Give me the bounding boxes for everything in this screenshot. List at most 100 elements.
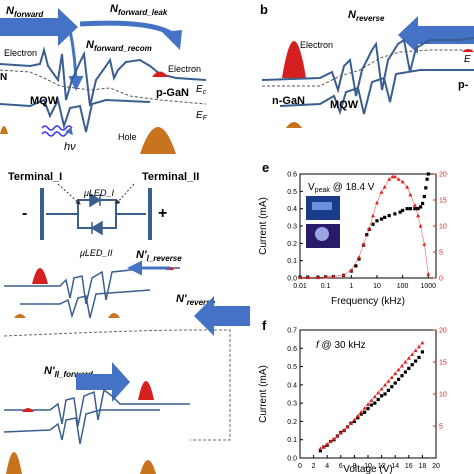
data-point-triangle	[332, 436, 336, 441]
data-point-square	[376, 397, 380, 402]
data-point-triangle	[406, 356, 411, 360]
y2-tick-label: 0	[439, 276, 443, 283]
data-point-triangle	[412, 203, 417, 207]
panel-a: Nforward Nforward_leak Nforward_recom El…	[0, 3, 208, 154]
data-point-square	[356, 416, 360, 420]
data-point-triangle	[335, 434, 340, 438]
data-point-triangle	[383, 383, 387, 387]
terminal-1-label: Terminal_I	[8, 171, 62, 183]
x-tick-label: 100	[397, 283, 409, 290]
y-tick-label: 0.4	[287, 206, 297, 213]
conduction-band-b	[261, 37, 474, 97]
data-point-triangle	[405, 185, 410, 189]
n-reverse-label: Nreverse	[348, 9, 385, 23]
y-tick-label: 0.1	[287, 258, 297, 265]
electron-peak-b	[282, 41, 306, 78]
led-2-label: μLED_II	[79, 248, 113, 258]
data-point-triangle	[349, 421, 353, 426]
data-point-square	[407, 366, 411, 370]
p-gan-label: p-GaN	[156, 87, 189, 99]
x-tick-label: 20	[432, 463, 440, 470]
n-forward-leak-label: Nforward_leak	[110, 3, 168, 17]
data-point-square	[418, 205, 423, 209]
y-tick-label: 0.7	[287, 328, 297, 335]
series-line	[300, 176, 429, 278]
data-point-triangle	[323, 274, 328, 279]
data-point-triangle	[369, 398, 374, 402]
data-point-square	[405, 207, 409, 211]
panel-e-letter: e	[262, 160, 269, 175]
ef-label: EF	[196, 110, 208, 122]
n-i-reverse-label: N'I_reverse	[136, 249, 182, 263]
data-point-square	[390, 385, 394, 389]
data-point-triangle	[416, 213, 421, 218]
data-point-square	[426, 172, 430, 176]
panel-e: e 0.01 0.1 1 10 100 10000.00.10.20.30.40.50.6…	[258, 160, 447, 307]
data-point-square	[393, 212, 397, 216]
data-point-square	[397, 377, 401, 381]
x-tick-label: 0.01	[293, 283, 307, 290]
valence-band-a	[0, 97, 151, 133]
chart-f-xlabel: Voltage (V)	[343, 464, 392, 474]
panel-d: N'I_reverse N'reverse N'II_forward	[3, 249, 250, 474]
data-point-square	[375, 219, 379, 223]
data-point-square	[403, 370, 407, 374]
n-forward-recom-label: Nforward_recom	[86, 39, 152, 53]
series-line	[320, 342, 423, 449]
data-point-triangle	[352, 417, 357, 422]
data-point-square	[387, 214, 391, 218]
valence-band-b	[279, 69, 474, 116]
data-point-triangle	[341, 272, 346, 277]
x-tick-label: 10	[373, 283, 381, 290]
hole-left-fragment	[0, 126, 8, 134]
reverse-arrow	[398, 16, 474, 54]
data-point-triangle	[379, 190, 384, 194]
data-point-square	[354, 264, 358, 268]
data-point-square	[408, 207, 412, 211]
data-point-triangle	[400, 179, 405, 184]
chart-f-annotation: f @ 30 kHz	[316, 340, 366, 351]
n-gan-fragment: N	[0, 72, 7, 83]
data-point-square	[424, 186, 428, 190]
y-tick-label: 0.4	[287, 382, 297, 389]
data-point-square	[420, 350, 424, 354]
data-point-square	[425, 177, 429, 181]
data-point-triangle	[345, 424, 350, 429]
panel-f: f 0 2 4 6 8 10 12 14 16 18 20 0.0 0.1 0.2 0.3 0.4 0.5 0.6…	[258, 318, 447, 474]
x-tick-label: 1	[349, 283, 353, 290]
data-point-square	[357, 257, 361, 261]
reverse-prime-arrow	[194, 296, 250, 336]
data-point-square	[379, 217, 384, 221]
electron-left-label: Electron	[4, 48, 37, 58]
inset-photo-1-glow	[312, 202, 332, 210]
p-gan-fragment-b: p-	[458, 79, 469, 91]
data-point-square	[386, 388, 390, 392]
data-point-triangle	[420, 340, 425, 345]
data-point-triangle	[376, 390, 381, 395]
data-point-triangle	[349, 268, 354, 272]
data-point-triangle	[418, 224, 423, 228]
data-point-triangle	[359, 409, 364, 414]
data-point-triangle	[331, 274, 336, 279]
data-point-triangle	[361, 242, 366, 246]
x-tick-label: 0.1	[321, 283, 331, 290]
hole-peak-b	[286, 122, 302, 128]
x-tick-label: 12	[378, 463, 386, 470]
y-tick-label: 0.3	[287, 224, 297, 231]
forward-leak-arrow	[79, 20, 174, 37]
ec-label: Ec	[196, 84, 207, 96]
chart-e-xlabel: Frequency (kHz)	[331, 296, 405, 307]
data-point-square	[413, 207, 417, 211]
electron-fragment-b	[462, 49, 474, 52]
y2-tick-label: 10	[439, 392, 447, 399]
x-tick-label: 1000	[420, 283, 436, 290]
data-point-triangle	[321, 444, 326, 449]
forward-arrow	[0, 8, 78, 46]
y-tick-label: 0.0	[287, 276, 297, 283]
y-tick-label: 0.5	[287, 189, 297, 196]
data-point-triangle	[342, 427, 347, 432]
band-d1	[4, 267, 180, 305]
inset-photo-2-glow	[315, 227, 329, 241]
data-point-triangle	[379, 386, 384, 391]
data-point-triangle	[305, 275, 310, 280]
